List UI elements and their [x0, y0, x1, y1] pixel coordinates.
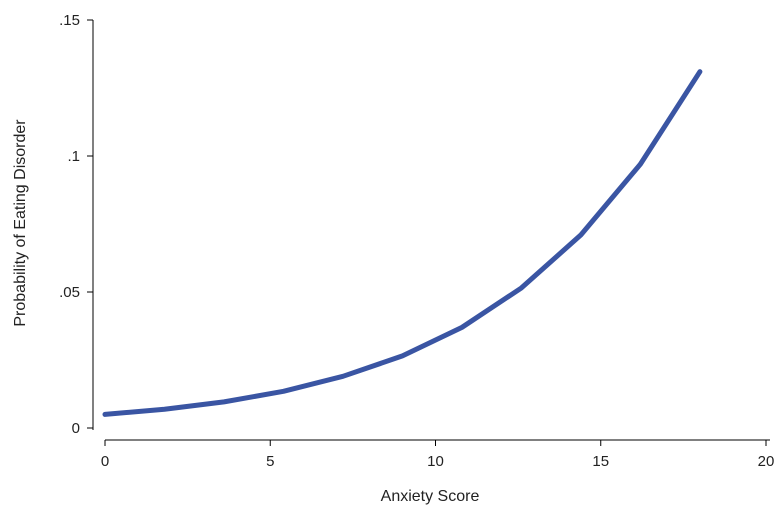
plot-series [102, 69, 703, 417]
x-axis: 0 5 10 15 20 [101, 439, 775, 470]
y-tick-label: .15 [59, 12, 80, 29]
y-tick-label: .1 [67, 148, 80, 165]
y-ticks: 0 .05 .1 .15 [59, 12, 93, 437]
x-tick-label: 15 [592, 453, 609, 470]
series-line [102, 69, 703, 417]
x-ticks: 0 5 10 15 20 [101, 440, 775, 470]
x-tick-label: 0 [101, 453, 109, 470]
x-tick-label: 10 [427, 453, 444, 470]
x-tick-label: 20 [758, 453, 775, 470]
x-tick-label: 5 [266, 453, 274, 470]
y-tick-label: .05 [59, 284, 80, 301]
y-axis: 0 .05 .1 .15 [59, 12, 94, 437]
y-axis-title: Probability of Eating Disorder [12, 119, 29, 327]
x-axis-title: Anxiety Score [381, 488, 480, 505]
y-tick-label: 0 [72, 420, 80, 437]
